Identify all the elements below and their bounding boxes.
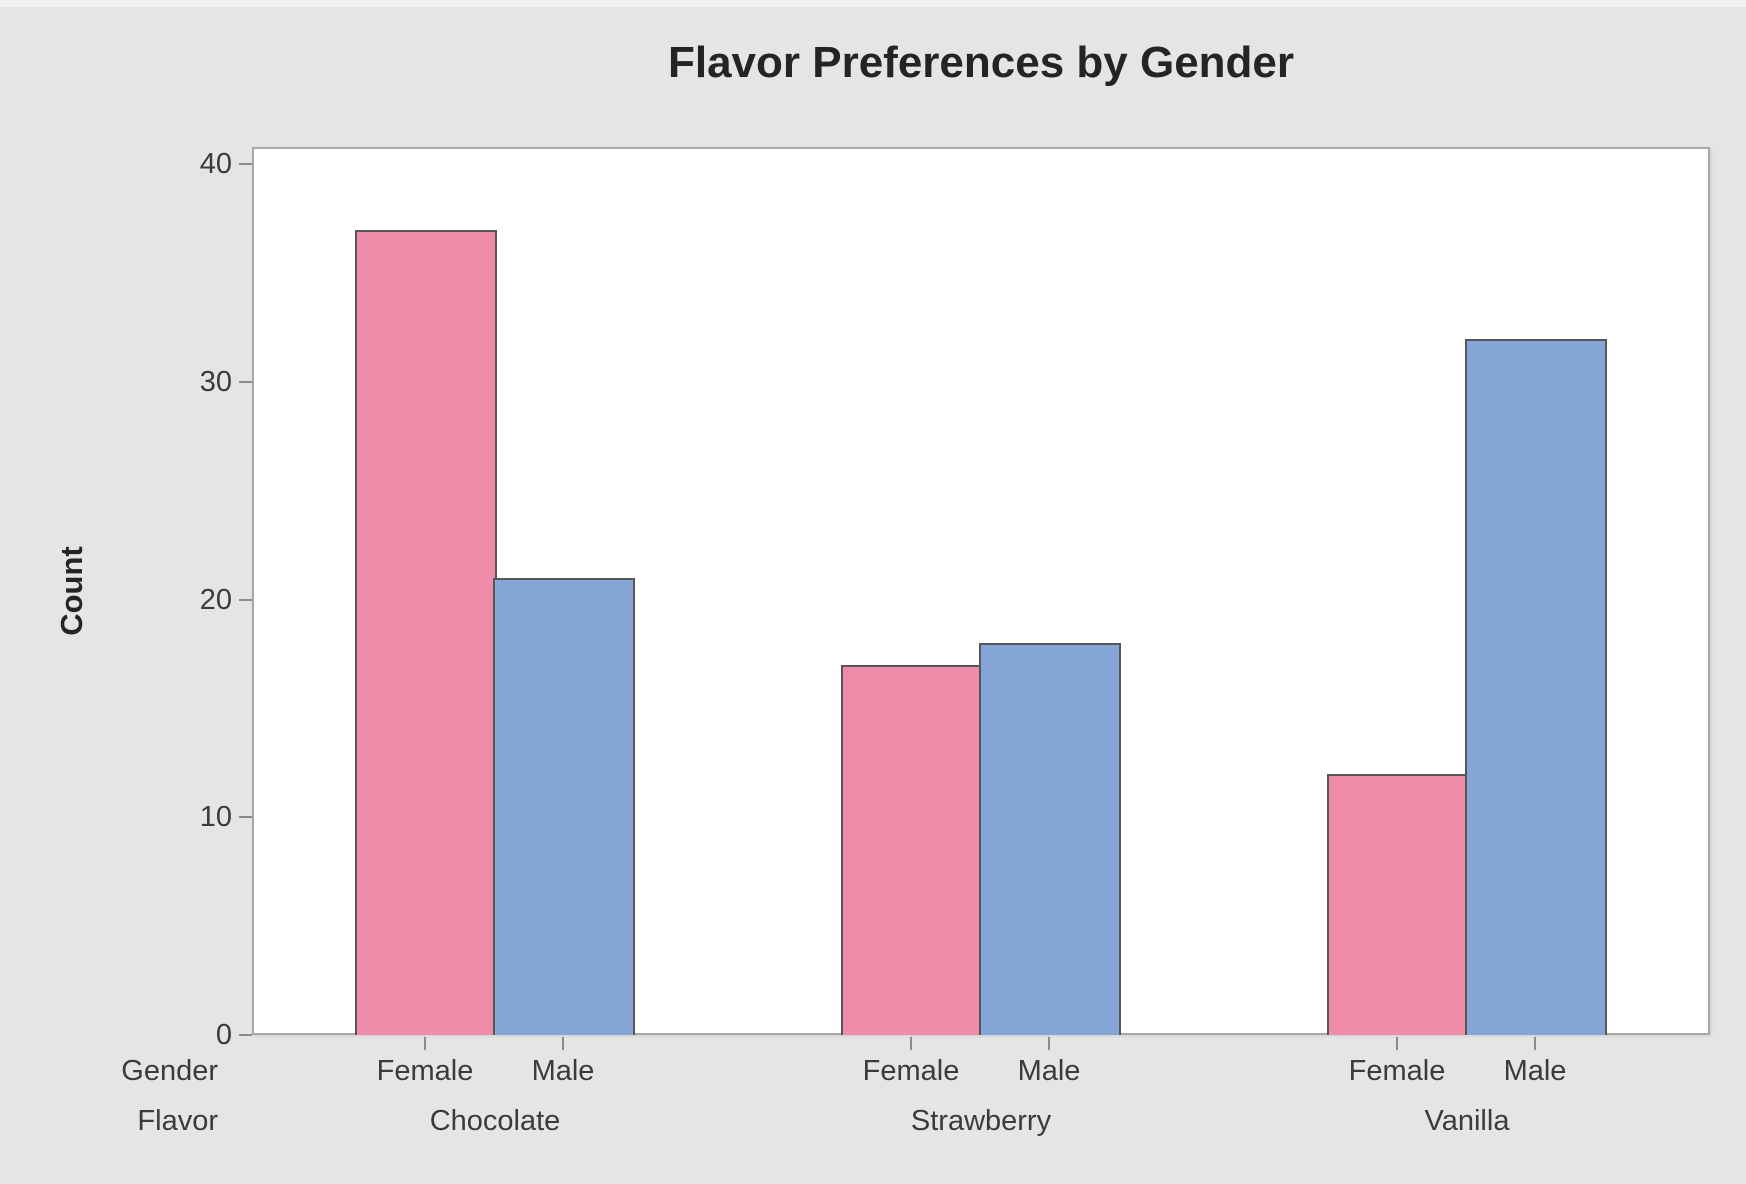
- window-edge-highlight: [0, 0, 1746, 7]
- chart-title: Flavor Preferences by Gender: [667, 38, 1295, 87]
- y-tick-mark-30: [239, 381, 252, 384]
- y-axis-title: Count: [54, 546, 89, 636]
- y-tick-mark-10: [239, 816, 252, 819]
- bar-female-vanilla: [1327, 773, 1469, 1035]
- x-tick-mark-female-chocolate: [424, 1037, 426, 1050]
- x-tick-mark-male-vanilla: [1534, 1037, 1536, 1050]
- x-label-female-vanilla: Female: [1348, 1055, 1446, 1087]
- x-tick-mark-male-chocolate: [562, 1037, 564, 1050]
- x-axis-row-label-gender: Gender: [121, 1055, 218, 1087]
- x-label-male-strawberry: Male: [1017, 1055, 1081, 1087]
- x-label-male-chocolate: Male: [531, 1055, 595, 1087]
- x-tick-mark-female-vanilla: [1396, 1037, 1398, 1050]
- bar-male-chocolate: [493, 577, 635, 1035]
- bar-female-strawberry: [841, 665, 983, 1035]
- y-tick-label-10: 10: [199, 801, 232, 834]
- x-label-female-chocolate: Female: [376, 1055, 474, 1087]
- bar-male-vanilla: [1465, 338, 1607, 1035]
- bar-male-strawberry: [979, 643, 1121, 1035]
- y-tick-label-30: 30: [199, 366, 232, 399]
- x-label-male-vanilla: Male: [1503, 1055, 1567, 1087]
- y-tick-label-40: 40: [199, 148, 232, 181]
- x-tick-mark-male-strawberry: [1048, 1037, 1050, 1050]
- x-label-female-strawberry: Female: [862, 1055, 960, 1087]
- y-tick-label-20: 20: [199, 583, 232, 616]
- x-label-flavor-vanilla: Vanilla: [1424, 1105, 1510, 1137]
- x-label-flavor-strawberry: Strawberry: [910, 1105, 1052, 1137]
- x-label-flavor-chocolate: Chocolate: [429, 1105, 561, 1137]
- x-axis-row-label-flavor: Flavor: [137, 1105, 218, 1137]
- y-tick-mark-20: [239, 598, 252, 601]
- x-tick-mark-female-strawberry: [910, 1037, 912, 1050]
- y-tick-mark-40: [239, 163, 252, 166]
- y-tick-label-0: 0: [215, 1019, 232, 1051]
- bar-female-chocolate: [355, 229, 497, 1035]
- y-tick-mark-0: [239, 1034, 252, 1036]
